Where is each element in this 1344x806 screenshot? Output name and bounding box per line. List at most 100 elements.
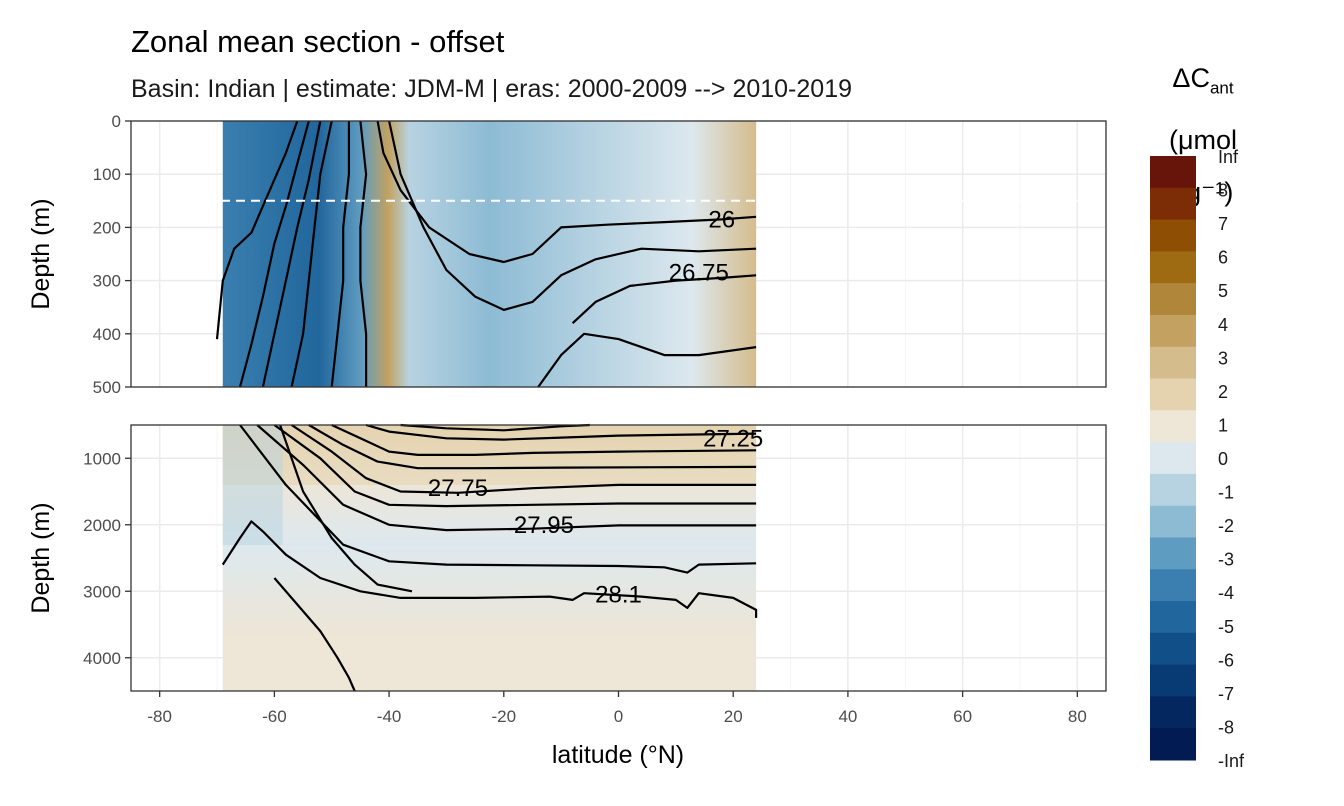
x-tick-label: 20	[724, 707, 743, 726]
legend-swatch	[1150, 283, 1196, 316]
legend-label: Inf	[1218, 147, 1239, 167]
contour-line	[365, 423, 757, 441]
y-tick-label: 2000	[83, 516, 121, 535]
x-tick-label: -60	[262, 707, 287, 726]
legend-swatch	[1150, 314, 1196, 348]
legend-label: -5	[1218, 617, 1234, 637]
contour-line	[359, 120, 368, 387]
panel-border-top	[130, 120, 1107, 388]
legend-label: 1	[1218, 415, 1228, 435]
contour-label: 26.75	[669, 260, 729, 287]
x-axis: -80 -60 -40 -20 0 20 40 60 80	[147, 691, 1087, 726]
legend-swatch	[1150, 346, 1196, 380]
contour-line	[537, 332, 757, 388]
legend-label: 7	[1218, 214, 1228, 234]
chart-subtitle: Basin: Indian | estimate: JDM-M | eras: …	[131, 75, 852, 103]
contour-line	[273, 424, 757, 508]
x-tick-label: 40	[838, 707, 857, 726]
legend-swatch	[1150, 664, 1196, 697]
legend-label: 8	[1218, 181, 1228, 201]
y-axis-title-bottom: Depth (m)	[27, 502, 55, 613]
legend-swatch	[1150, 251, 1196, 284]
contour-label: 27.95	[514, 512, 574, 539]
contour-line	[215, 120, 299, 340]
legend-label: -3	[1218, 550, 1234, 570]
contour-line	[330, 121, 350, 388]
y-axis-title-top: Depth (m)	[27, 198, 55, 309]
legend-swatch	[1150, 632, 1196, 666]
legend-swatch	[1150, 410, 1196, 443]
data-fill-top	[222, 121, 757, 387]
legend-label: 2	[1218, 382, 1228, 402]
legend-title-subscript: ant	[1209, 78, 1234, 98]
x-tick-label: 0	[614, 707, 623, 726]
chart-title: Zonal mean section - offset	[131, 24, 505, 59]
legend-label: -6	[1218, 650, 1234, 670]
contour-line	[273, 577, 356, 692]
legend-label: -7	[1218, 684, 1234, 704]
x-tick-label: 80	[1068, 707, 1087, 726]
legend-label: -4	[1218, 583, 1234, 603]
legend-swatch	[1150, 537, 1196, 570]
y-tick-label: 4000	[83, 649, 121, 668]
contour-label: 27.75	[428, 475, 488, 502]
legend-swatch	[1150, 219, 1196, 252]
contour-line	[221, 520, 758, 618]
y-tick-label: 500	[93, 378, 121, 397]
legend-label: -8	[1218, 717, 1234, 737]
legend-title-line1: ΔCant	[1148, 52, 1258, 114]
legend-label: -1	[1218, 483, 1234, 503]
x-tick-label: -40	[377, 707, 402, 726]
legend-swatch	[1150, 442, 1196, 475]
contour-line	[290, 120, 333, 388]
legend-swatch	[1150, 728, 1196, 761]
legend-colorbar: Inf 8 7 6 5 4 3 2 1 0 -1 -2 -3 -4 -5 -6 -7 -8 -Inf	[1150, 147, 1245, 771]
x-tick-label: -20	[492, 707, 517, 726]
legend-label: 4	[1218, 315, 1228, 335]
y-tick-label: 200	[93, 218, 121, 237]
legend-swatch	[1150, 187, 1196, 221]
panel-bottom: 27.25 27.75 27.95 28.1 1000 2000 3000 4000	[83, 423, 1107, 692]
legend-label: -2	[1218, 516, 1234, 536]
panel-top: 26 26.75 0 100 200 300 400 500	[93, 112, 1107, 397]
contour-line	[331, 424, 757, 456]
x-tick-label: 60	[953, 707, 972, 726]
contour-line	[279, 424, 413, 593]
legend-swatch	[1150, 156, 1196, 189]
legend-label: 3	[1218, 348, 1228, 368]
y-tick-label: 1000	[83, 449, 121, 468]
x-axis-title: latitude (°N)	[552, 741, 684, 769]
contour-line	[571, 274, 757, 325]
legend-swatch	[1150, 378, 1196, 411]
contour-line	[261, 120, 322, 388]
contour-label: 26	[708, 206, 735, 233]
y-tick-label: 100	[93, 165, 121, 184]
y-tick-label: 300	[93, 272, 121, 291]
contour-line	[376, 120, 757, 264]
legend-swatch	[1150, 569, 1196, 602]
contour-line	[308, 424, 757, 470]
contour-line	[388, 120, 757, 311]
y-tick-label: 0	[112, 112, 121, 131]
legend-swatch	[1150, 473, 1196, 507]
y-tick-label: 3000	[83, 582, 121, 601]
contour-line	[290, 424, 757, 494]
legend-label: -Inf	[1218, 751, 1245, 771]
x-tick-label: -80	[147, 707, 172, 726]
data-fill-southern-band	[222, 425, 283, 545]
y-tick-label: 400	[93, 325, 121, 344]
legend-swatch	[1150, 505, 1196, 538]
legend-title-symbol: ΔC	[1172, 63, 1210, 93]
contour-label: 28.1	[595, 582, 642, 609]
contour-line	[256, 424, 757, 532]
legend-swatch	[1150, 601, 1196, 634]
contour-line	[400, 423, 590, 432]
legend-label: 5	[1218, 281, 1228, 301]
contour-line	[238, 120, 310, 388]
legend-swatch	[1150, 696, 1196, 729]
contour-label: 27.25	[703, 425, 763, 452]
legend-label: 6	[1218, 248, 1228, 268]
legend-label: 0	[1218, 449, 1228, 469]
